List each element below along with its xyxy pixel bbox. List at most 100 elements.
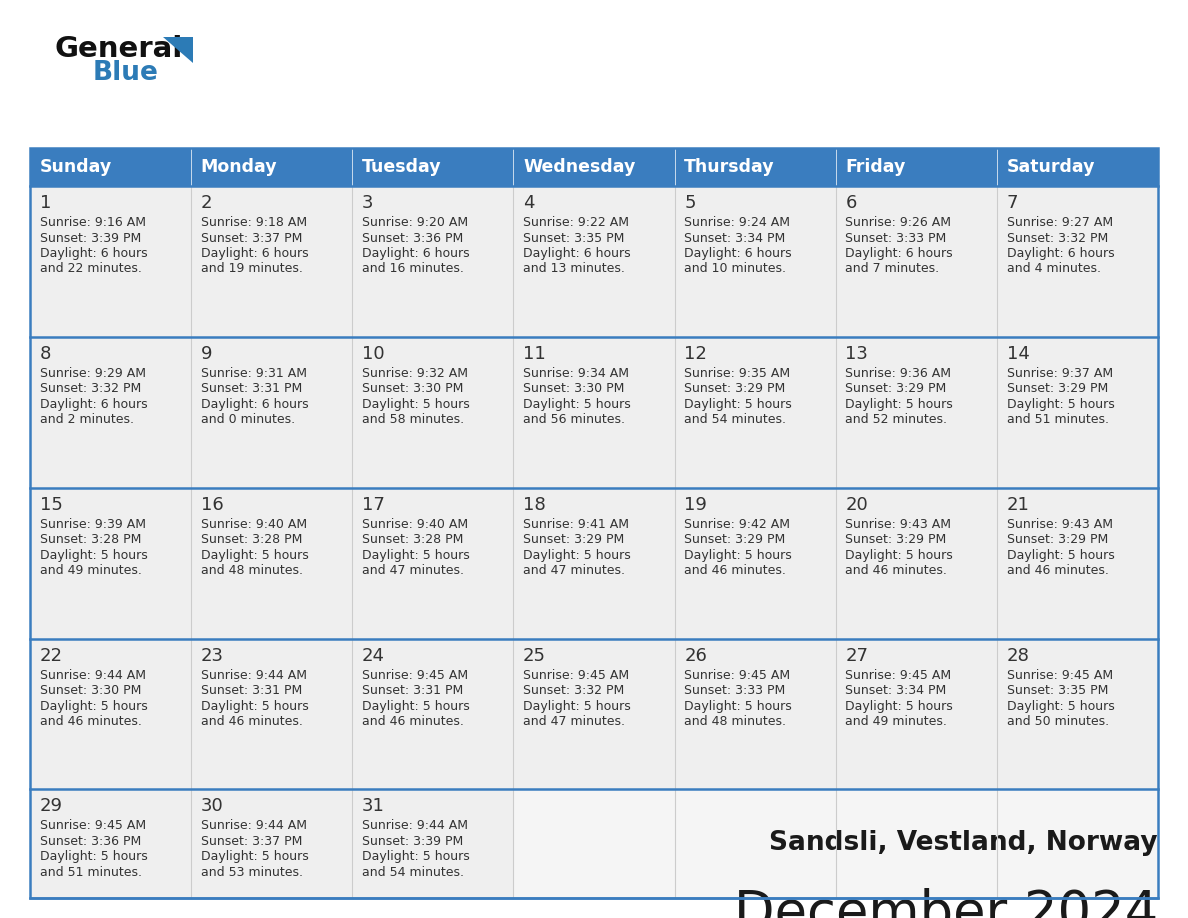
Bar — [675, 337, 835, 487]
Bar — [513, 789, 675, 898]
Text: Sunset: 3:39 PM: Sunset: 3:39 PM — [39, 231, 141, 244]
Text: Daylight: 6 hours: Daylight: 6 hours — [39, 247, 147, 260]
Text: Friday: Friday — [846, 158, 905, 176]
Text: 14: 14 — [1006, 345, 1029, 363]
Text: Sunset: 3:29 PM: Sunset: 3:29 PM — [1006, 533, 1107, 546]
Text: Sunset: 3:30 PM: Sunset: 3:30 PM — [362, 383, 463, 396]
Text: Daylight: 5 hours: Daylight: 5 hours — [201, 549, 309, 562]
Text: Sunrise: 9:44 AM: Sunrise: 9:44 AM — [39, 668, 146, 681]
Bar — [513, 186, 675, 337]
Bar — [353, 186, 513, 337]
Text: Sunset: 3:31 PM: Sunset: 3:31 PM — [201, 383, 302, 396]
Text: and 46 minutes.: and 46 minutes. — [362, 715, 463, 728]
Text: and 50 minutes.: and 50 minutes. — [1006, 715, 1108, 728]
Text: Daylight: 6 hours: Daylight: 6 hours — [1006, 247, 1114, 260]
Text: and 53 minutes.: and 53 minutes. — [201, 866, 303, 879]
Bar — [513, 148, 675, 186]
Text: 1: 1 — [39, 194, 51, 212]
Text: Sunset: 3:28 PM: Sunset: 3:28 PM — [201, 533, 302, 546]
Text: Sunset: 3:28 PM: Sunset: 3:28 PM — [362, 533, 463, 546]
Text: Daylight: 6 hours: Daylight: 6 hours — [362, 247, 469, 260]
Text: 10: 10 — [362, 345, 385, 363]
Text: Sunrise: 9:43 AM: Sunrise: 9:43 AM — [846, 518, 952, 531]
Text: Sunrise: 9:45 AM: Sunrise: 9:45 AM — [846, 668, 952, 681]
Text: Sunrise: 9:32 AM: Sunrise: 9:32 AM — [362, 367, 468, 380]
Text: Sunrise: 9:29 AM: Sunrise: 9:29 AM — [39, 367, 146, 380]
Text: Sunset: 3:37 PM: Sunset: 3:37 PM — [201, 231, 302, 244]
Text: Sunrise: 9:18 AM: Sunrise: 9:18 AM — [201, 216, 307, 229]
Text: 9: 9 — [201, 345, 213, 363]
Text: Daylight: 5 hours: Daylight: 5 hours — [201, 700, 309, 712]
Text: Sunset: 3:39 PM: Sunset: 3:39 PM — [362, 834, 463, 848]
Text: and 49 minutes.: and 49 minutes. — [846, 715, 947, 728]
Text: 20: 20 — [846, 496, 868, 514]
Bar — [835, 337, 997, 487]
Text: and 58 minutes.: and 58 minutes. — [362, 413, 465, 426]
Text: Daylight: 6 hours: Daylight: 6 hours — [201, 247, 309, 260]
Bar — [675, 148, 835, 186]
Bar — [30, 639, 191, 789]
Text: 17: 17 — [362, 496, 385, 514]
Text: Sunset: 3:32 PM: Sunset: 3:32 PM — [39, 383, 141, 396]
Text: Daylight: 5 hours: Daylight: 5 hours — [362, 700, 469, 712]
Bar — [997, 148, 1158, 186]
Text: 22: 22 — [39, 646, 63, 665]
Text: Sunset: 3:29 PM: Sunset: 3:29 PM — [846, 533, 947, 546]
Text: 8: 8 — [39, 345, 51, 363]
Text: Sunset: 3:30 PM: Sunset: 3:30 PM — [39, 684, 141, 697]
Bar — [191, 148, 353, 186]
Text: 4: 4 — [523, 194, 535, 212]
Bar — [353, 487, 513, 639]
Text: Daylight: 5 hours: Daylight: 5 hours — [1006, 549, 1114, 562]
Text: 18: 18 — [523, 496, 545, 514]
Text: Sunset: 3:35 PM: Sunset: 3:35 PM — [523, 231, 625, 244]
Text: Sandsli, Vestland, Norway: Sandsli, Vestland, Norway — [770, 830, 1158, 856]
Text: 25: 25 — [523, 646, 546, 665]
Text: and 48 minutes.: and 48 minutes. — [684, 715, 786, 728]
Text: and 51 minutes.: and 51 minutes. — [39, 866, 141, 879]
Text: Daylight: 5 hours: Daylight: 5 hours — [362, 397, 469, 411]
Text: General: General — [55, 35, 183, 63]
Text: Sunset: 3:30 PM: Sunset: 3:30 PM — [523, 383, 625, 396]
Text: Sunrise: 9:24 AM: Sunrise: 9:24 AM — [684, 216, 790, 229]
Text: Sunrise: 9:44 AM: Sunrise: 9:44 AM — [362, 820, 468, 833]
Text: 28: 28 — [1006, 646, 1029, 665]
Text: Sunrise: 9:41 AM: Sunrise: 9:41 AM — [523, 518, 630, 531]
Text: 7: 7 — [1006, 194, 1018, 212]
Text: and 46 minutes.: and 46 minutes. — [1006, 565, 1108, 577]
Bar — [191, 186, 353, 337]
Text: and 47 minutes.: and 47 minutes. — [523, 715, 625, 728]
Text: Daylight: 5 hours: Daylight: 5 hours — [362, 549, 469, 562]
Text: December 2024: December 2024 — [734, 888, 1158, 918]
Text: Daylight: 5 hours: Daylight: 5 hours — [846, 397, 953, 411]
Bar — [835, 186, 997, 337]
Text: and 48 minutes.: and 48 minutes. — [201, 565, 303, 577]
Text: Sunset: 3:35 PM: Sunset: 3:35 PM — [1006, 684, 1108, 697]
Text: and 54 minutes.: and 54 minutes. — [362, 866, 465, 879]
Text: Daylight: 6 hours: Daylight: 6 hours — [39, 397, 147, 411]
Bar — [675, 487, 835, 639]
Text: Sunset: 3:33 PM: Sunset: 3:33 PM — [684, 684, 785, 697]
Text: 6: 6 — [846, 194, 857, 212]
Text: 16: 16 — [201, 496, 223, 514]
Text: Daylight: 5 hours: Daylight: 5 hours — [362, 850, 469, 864]
Text: Daylight: 6 hours: Daylight: 6 hours — [846, 247, 953, 260]
Text: 13: 13 — [846, 345, 868, 363]
Text: Sunset: 3:33 PM: Sunset: 3:33 PM — [846, 231, 947, 244]
Text: Daylight: 5 hours: Daylight: 5 hours — [846, 700, 953, 712]
Text: Sunrise: 9:34 AM: Sunrise: 9:34 AM — [523, 367, 630, 380]
Text: and 46 minutes.: and 46 minutes. — [846, 565, 947, 577]
Text: Daylight: 5 hours: Daylight: 5 hours — [39, 850, 147, 864]
Text: Sunset: 3:29 PM: Sunset: 3:29 PM — [684, 383, 785, 396]
Bar — [30, 789, 191, 898]
Text: and 54 minutes.: and 54 minutes. — [684, 413, 786, 426]
Bar — [835, 148, 997, 186]
Bar — [191, 639, 353, 789]
Text: Daylight: 5 hours: Daylight: 5 hours — [1006, 397, 1114, 411]
Bar — [191, 789, 353, 898]
Text: and 47 minutes.: and 47 minutes. — [523, 565, 625, 577]
Text: Sunrise: 9:36 AM: Sunrise: 9:36 AM — [846, 367, 952, 380]
Text: 5: 5 — [684, 194, 696, 212]
Text: Daylight: 5 hours: Daylight: 5 hours — [39, 549, 147, 562]
Text: Sunday: Sunday — [39, 158, 112, 176]
